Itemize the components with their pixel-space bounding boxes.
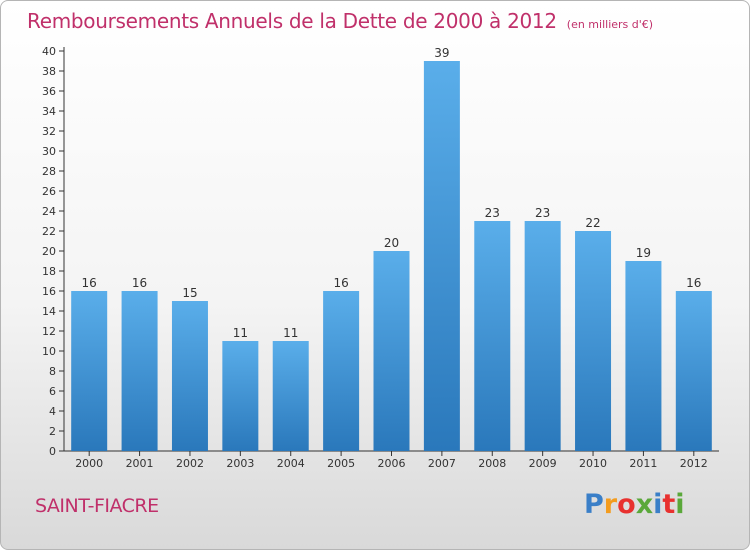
brand-letter: P <box>584 489 604 520</box>
y-tick-label: 10 <box>42 345 56 358</box>
brand-letter: i <box>653 489 663 520</box>
x-tick-label: 2001 <box>126 457 154 470</box>
bar-2007 <box>423 61 460 451</box>
value-label: 19 <box>636 246 651 260</box>
bar-2012 <box>675 291 712 451</box>
chart-title: Remboursements Annuels de la Dette de 20… <box>27 9 653 33</box>
value-label: 20 <box>384 236 399 250</box>
y-tick-label: 26 <box>42 185 56 198</box>
bar-2008 <box>474 221 511 451</box>
bar-2001 <box>121 291 158 451</box>
y-tick-label: 6 <box>49 385 56 398</box>
value-label: 23 <box>535 206 550 220</box>
value-label: 16 <box>333 276 348 290</box>
x-tick-label: 2007 <box>428 457 456 470</box>
bar-2010 <box>575 231 612 451</box>
y-tick-label: 0 <box>49 445 56 458</box>
x-tick-label: 2004 <box>277 457 305 470</box>
y-tick-label: 32 <box>42 125 56 138</box>
value-label: 23 <box>485 206 500 220</box>
value-label: 11 <box>283 326 298 340</box>
bar-2003 <box>222 341 259 451</box>
x-tick-label: 2002 <box>176 457 204 470</box>
y-tick-label: 18 <box>42 265 56 278</box>
brand-letter: t <box>662 489 676 520</box>
value-label: 39 <box>434 46 449 60</box>
y-tick-label: 8 <box>49 365 56 378</box>
chart-subtitle: (en milliers d'€) <box>566 18 654 31</box>
x-tick-label: 2006 <box>378 457 406 470</box>
y-tick-label: 34 <box>42 105 56 118</box>
y-tick-label: 40 <box>42 45 56 58</box>
value-label: 15 <box>182 286 197 300</box>
y-tick-label: 30 <box>42 145 56 158</box>
x-tick-label: 2011 <box>629 457 657 470</box>
value-label: 22 <box>585 216 600 230</box>
y-tick-label: 12 <box>42 325 56 338</box>
value-label: 16 <box>132 276 147 290</box>
y-tick-label: 24 <box>42 205 56 218</box>
brand-logo: Proxiti <box>584 489 685 520</box>
bar-2000 <box>71 291 108 451</box>
bars <box>71 61 712 451</box>
x-tick-label: 2003 <box>226 457 254 470</box>
data-labels: 16 16 15 11 11 16 20 39 23 23 22 19 16 <box>82 46 702 340</box>
y-tick-label: 16 <box>42 285 56 298</box>
brand-letter: o <box>617 489 636 520</box>
x-tick-label: 2010 <box>579 457 607 470</box>
value-label: 11 <box>233 326 248 340</box>
y-tick-label: 38 <box>42 65 56 78</box>
brand-letter: i <box>675 489 685 520</box>
y-tick-label: 22 <box>42 225 56 238</box>
y-tick-label: 36 <box>42 85 56 98</box>
bar-2004 <box>272 341 309 451</box>
x-tick-label: 2000 <box>75 457 103 470</box>
bar-2006 <box>373 251 410 451</box>
bar-2009 <box>524 221 561 451</box>
x-tick-label: 2008 <box>478 457 506 470</box>
bar-2005 <box>323 291 360 451</box>
value-label: 16 <box>82 276 97 290</box>
y-tick-label: 2 <box>49 425 56 438</box>
brand-letter: x <box>635 489 654 520</box>
x-tick-label: 2009 <box>529 457 557 470</box>
bar-2002 <box>171 301 208 451</box>
y-tick-label: 4 <box>49 405 56 418</box>
value-label: 16 <box>686 276 701 290</box>
y-tick-label: 20 <box>42 245 56 258</box>
x-tick-label: 2012 <box>680 457 708 470</box>
axes: 0246810121416182022242628303234363840200… <box>42 45 719 470</box>
y-tick-label: 28 <box>42 165 56 178</box>
chart-title-text: Remboursements Annuels de la Dette de 20… <box>27 9 557 33</box>
brand-letter: r <box>603 489 618 520</box>
y-tick-label: 14 <box>42 305 56 318</box>
city-name: SAINT-FIACRE <box>35 495 159 517</box>
bar-2011 <box>625 261 662 451</box>
x-tick-label: 2005 <box>327 457 355 470</box>
